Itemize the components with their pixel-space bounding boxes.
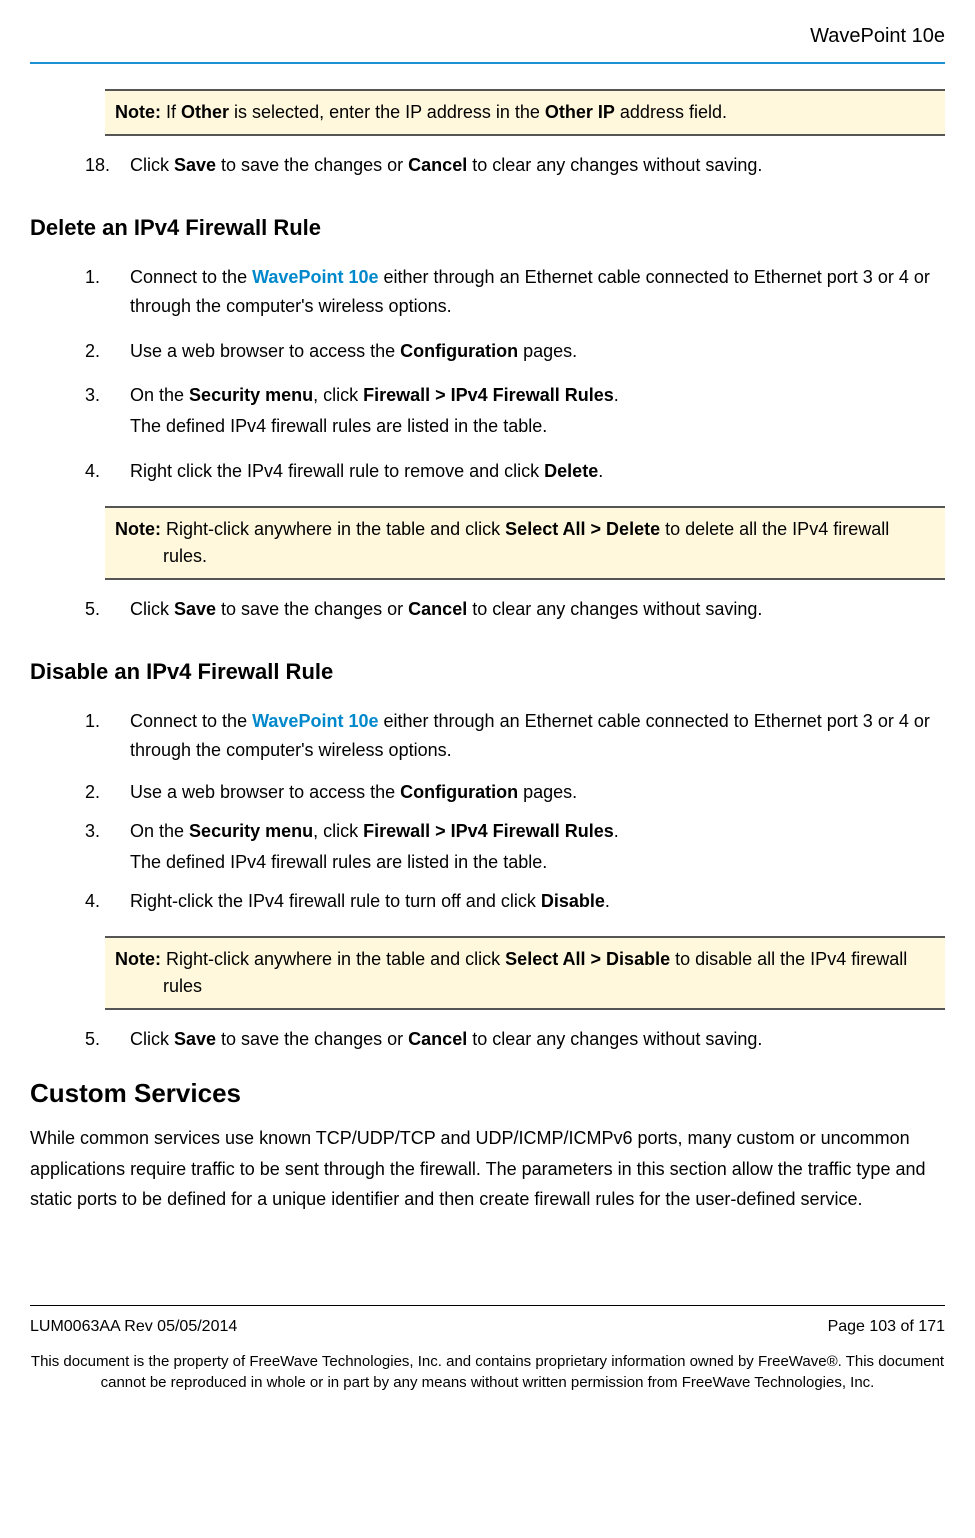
step-number: 3. [85, 817, 100, 846]
wavepoint-link[interactable]: WavePoint 10e [252, 267, 378, 287]
step-number: 1. [85, 263, 100, 292]
list-item: 3. On the Security menu, click Firewall … [85, 381, 945, 441]
step-text: to save the changes or [216, 155, 408, 175]
step-number: 5. [85, 1025, 100, 1054]
list-item: 5. Click Save to save the changes or Can… [85, 595, 945, 624]
heading-delete-rule: Delete an IPv4 Firewall Rule [30, 210, 945, 245]
step-number: 18. [85, 151, 110, 180]
list-item: 1. Connect to the WavePoint 10e either t… [85, 707, 945, 765]
step-text: , click [313, 821, 363, 841]
list-item: 3. On the Security menu, click Firewall … [85, 817, 945, 877]
step-text: , click [313, 385, 363, 405]
heading-disable-rule: Disable an IPv4 Firewall Rule [30, 654, 945, 689]
step-text: Click [130, 1029, 174, 1049]
step-text: pages. [518, 782, 577, 802]
step-number: 3. [85, 381, 100, 410]
step-text: Use a web browser to access the [130, 782, 400, 802]
step-text: Right click the IPv4 firewall rule to re… [130, 461, 544, 481]
step-subtext: The defined IPv4 firewall rules are list… [130, 412, 945, 441]
note-disable-all: Note: Right-click anywhere in the table … [105, 936, 945, 1010]
list-item: 1. Connect to the WavePoint 10e either t… [85, 263, 945, 321]
heading-custom-services: Custom Services [30, 1073, 945, 1115]
step-text: Connect to the [130, 711, 252, 731]
list-item: 18. Click Save to save the changes or Ca… [85, 151, 945, 180]
step-text: Connect to the [130, 267, 252, 287]
note-label: Note: [115, 949, 161, 969]
step-number: 5. [85, 595, 100, 624]
step-text: . [614, 385, 619, 405]
list-item: 4. Right-click the IPv4 firewall rule to… [85, 887, 945, 916]
list-item: 2. Use a web browser to access the Confi… [85, 337, 945, 366]
list-item: 5. Click Save to save the changes or Can… [85, 1025, 945, 1054]
list-item: 4. Right click the IPv4 firewall rule to… [85, 457, 945, 486]
step-bold: Save [174, 155, 216, 175]
note-text: is selected, enter the IP address in the [229, 102, 545, 122]
page-footer: LUM0063AA Rev 05/05/2014 Page 103 of 171… [30, 1305, 945, 1394]
note-label: Note: [115, 519, 161, 539]
note-bold: Select All > Disable [505, 949, 670, 969]
step-number: 4. [85, 457, 100, 486]
delete-steps: 1. Connect to the WavePoint 10e either t… [85, 263, 945, 486]
step-text: to clear any changes without saving. [467, 1029, 762, 1049]
step-text: On the [130, 385, 189, 405]
step-bold: Security menu [189, 385, 313, 405]
disable-steps-cont: 5. Click Save to save the changes or Can… [85, 1025, 945, 1054]
step-text: Use a web browser to access the [130, 341, 400, 361]
step-text: On the [130, 821, 189, 841]
header-product-title: WavePoint 10e [30, 20, 945, 64]
note-delete-all: Note: Right-click anywhere in the table … [105, 506, 945, 580]
footer-legal-text: This document is the property of FreeWav… [30, 1351, 945, 1393]
custom-services-paragraph: While common services use known TCP/UDP/… [30, 1123, 945, 1215]
disable-steps: 1. Connect to the WavePoint 10e either t… [85, 707, 945, 916]
note-text: Right-click anywhere in the table and cl… [161, 949, 505, 969]
step-text: Right-click the IPv4 firewall rule to tu… [130, 891, 541, 911]
step-bold: Cancel [408, 1029, 467, 1049]
step-bold: Save [174, 599, 216, 619]
step-text: to save the changes or [216, 1029, 408, 1049]
step-bold: Security menu [189, 821, 313, 841]
step-bold: Firewall > IPv4 Firewall Rules [363, 821, 614, 841]
step-bold: Delete [544, 461, 598, 481]
note-bold: Select All > Delete [505, 519, 660, 539]
footer-revision: LUM0063AA Rev 05/05/2014 [30, 1314, 237, 1340]
step-number: 2. [85, 337, 100, 366]
step-text: Click [130, 599, 174, 619]
step-list-18: 18. Click Save to save the changes or Ca… [85, 151, 945, 180]
step-bold: Cancel [408, 155, 467, 175]
step-text: Click [130, 155, 174, 175]
step-subtext: The defined IPv4 firewall rules are list… [130, 848, 945, 877]
step-text: . [614, 821, 619, 841]
note-other-ip: Note: If Other is selected, enter the IP… [105, 89, 945, 136]
step-bold: Configuration [400, 341, 518, 361]
note-text: address field. [615, 102, 727, 122]
note-bold: Other [181, 102, 229, 122]
note-text: Right-click anywhere in the table and cl… [161, 519, 505, 539]
step-text: to save the changes or [216, 599, 408, 619]
step-text: pages. [518, 341, 577, 361]
step-text: . [598, 461, 603, 481]
note-text: If [161, 102, 181, 122]
note-bold: Other IP [545, 102, 615, 122]
step-text: to clear any changes without saving. [467, 155, 762, 175]
step-bold: Save [174, 1029, 216, 1049]
step-bold: Disable [541, 891, 605, 911]
step-bold: Configuration [400, 782, 518, 802]
footer-page-number: Page 103 of 171 [828, 1314, 945, 1340]
step-text: . [605, 891, 610, 911]
step-bold: Firewall > IPv4 Firewall Rules [363, 385, 614, 405]
note-label: Note: [115, 102, 161, 122]
step-number: 4. [85, 887, 100, 916]
list-item: 2. Use a web browser to access the Confi… [85, 778, 945, 807]
delete-steps-cont: 5. Click Save to save the changes or Can… [85, 595, 945, 624]
step-text: to clear any changes without saving. [467, 599, 762, 619]
step-number: 1. [85, 707, 100, 736]
step-bold: Cancel [408, 599, 467, 619]
wavepoint-link[interactable]: WavePoint 10e [252, 711, 378, 731]
step-number: 2. [85, 778, 100, 807]
